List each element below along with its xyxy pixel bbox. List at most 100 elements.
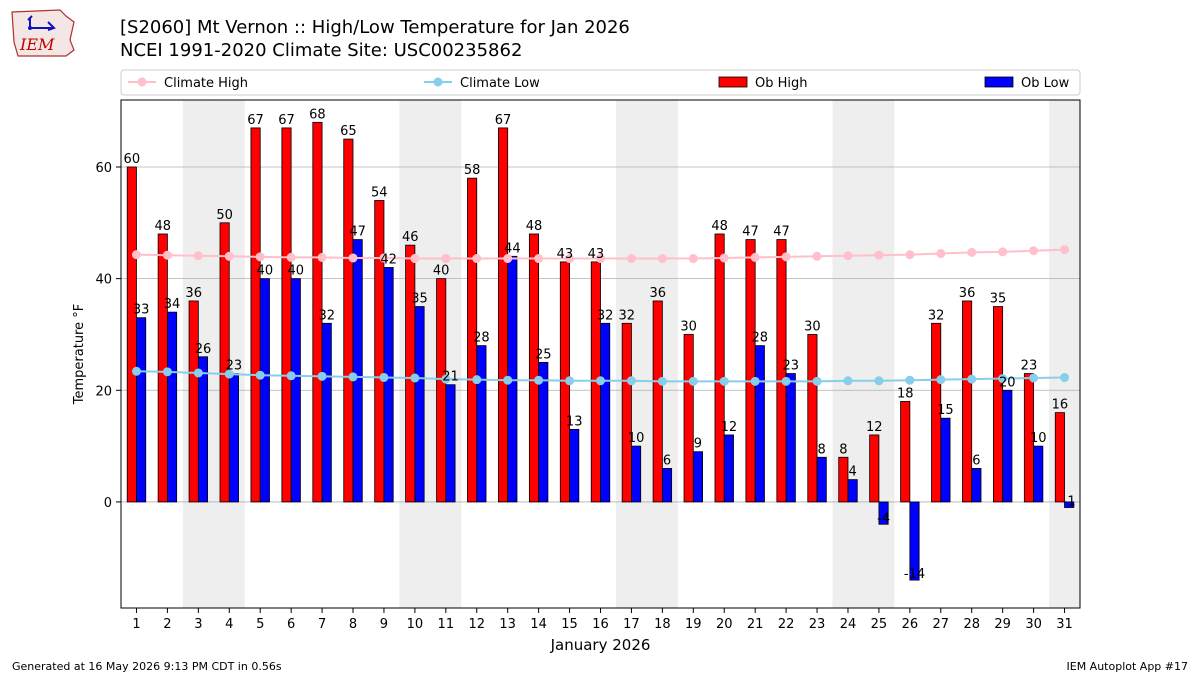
x-tick-label: 19 xyxy=(685,617,702,632)
ob-high-bar xyxy=(621,322,632,503)
ob-high-bar xyxy=(1023,373,1034,503)
ob-low-bar xyxy=(1064,501,1075,508)
climate-low-point xyxy=(998,374,1008,384)
ob-low-bar xyxy=(352,239,363,503)
ob-high-bar xyxy=(1054,412,1065,503)
x-tick-label: 10 xyxy=(407,617,424,632)
x-tick-label: 8 xyxy=(349,617,357,632)
ob-low-bar xyxy=(569,428,580,503)
climate-high-point xyxy=(596,254,605,264)
climate-high-point xyxy=(131,250,141,260)
x-tick-label: 13 xyxy=(499,617,516,632)
ob-high-bar xyxy=(652,300,663,503)
ob-low-bar xyxy=(878,501,889,525)
ob-low-bar-label: 23 xyxy=(226,359,243,374)
ob-low-bar xyxy=(940,417,951,503)
ob-low-bar-label: 9 xyxy=(694,437,702,452)
climate-low-point xyxy=(657,376,667,386)
legend-label: Ob Low xyxy=(1021,76,1070,91)
ob-low-bar xyxy=(723,434,734,503)
ob-low-bar-label: 35 xyxy=(411,292,428,307)
x-tick-label: 12 xyxy=(468,617,485,632)
ob-low-bar-label: 20 xyxy=(999,375,1016,390)
ob-low-bar-label: 4 xyxy=(848,465,856,480)
climate-low-point xyxy=(1029,373,1039,383)
ob-low-bar xyxy=(476,345,487,503)
ob-high-bar xyxy=(374,200,385,503)
climate-low-point xyxy=(967,374,977,384)
x-tick-label: 28 xyxy=(963,617,980,632)
climate-high-point xyxy=(379,253,389,263)
bars xyxy=(126,121,1075,581)
climate-high-point xyxy=(472,254,482,264)
ob-low-bar xyxy=(167,311,178,503)
shaded-day-24 xyxy=(832,100,864,608)
climate-low-point xyxy=(843,376,853,386)
climate-high-point xyxy=(657,254,667,264)
ob-low-bar-label: 8 xyxy=(818,442,826,457)
y-tick-label: 20 xyxy=(95,384,112,399)
legend-swatch-bar xyxy=(984,76,1014,88)
climate-high-point xyxy=(719,253,729,263)
ob-low-bar-label: 10 xyxy=(1030,431,1047,446)
ob-low-bar-label: 23 xyxy=(782,359,799,374)
ob-low-bar xyxy=(754,345,765,503)
ob-high-bar-label: 58 xyxy=(464,163,481,178)
ob-high-bar xyxy=(498,127,509,503)
ob-high-bar-label: 48 xyxy=(526,219,543,234)
ob-high-bar xyxy=(869,434,880,503)
x-tick-label: 21 xyxy=(747,617,764,632)
ob-low-bar-label: 42 xyxy=(380,252,397,267)
y-axis-label: Temperature °F xyxy=(72,304,87,405)
climate-high-point xyxy=(534,254,544,264)
climate-lines xyxy=(131,245,1070,386)
ob-low-bar-label: -14 xyxy=(904,567,925,582)
ob-high-bar-label: 67 xyxy=(495,113,512,128)
ob-high-bar xyxy=(188,300,199,503)
climate-high-point xyxy=(1029,246,1039,256)
climate-high-point xyxy=(936,249,946,259)
x-tick-label: 11 xyxy=(438,617,455,632)
climate-high-point xyxy=(874,250,884,260)
ob-high-bar xyxy=(745,239,756,503)
climate-high-point xyxy=(781,252,791,262)
x-tick-label: 5 xyxy=(256,617,264,632)
climate-high-point xyxy=(565,254,575,264)
ob-low-bar xyxy=(971,468,982,503)
x-tick-label: 7 xyxy=(318,617,326,632)
ob-high-bar xyxy=(219,222,230,503)
ob-high-bar xyxy=(992,306,1004,503)
legend: Climate High Climate Low Ob High Ob Low xyxy=(120,69,1081,96)
x-tick-label: 20 xyxy=(716,617,733,632)
legend-label: Climate High xyxy=(164,76,248,91)
ob-high-bar xyxy=(126,166,137,503)
climate-high-point xyxy=(998,247,1008,257)
x-tick-label: 16 xyxy=(592,617,609,632)
ob-low-bar-label: 44 xyxy=(504,241,521,256)
ob-high-bar-label: 36 xyxy=(959,286,976,301)
climate-high-point xyxy=(503,254,513,264)
ob-low-bar-label: 12 xyxy=(721,420,738,435)
ob-high-bar-label: 46 xyxy=(402,230,419,245)
ob-low-bar xyxy=(600,322,611,503)
ob-low-bar-label: -4 xyxy=(877,511,890,526)
ob-low-bar xyxy=(1033,445,1044,503)
ob-low-bar xyxy=(414,306,425,503)
ob-low-bar xyxy=(847,479,858,503)
ob-high-bar-label: 18 xyxy=(897,386,914,401)
ob-high-bar xyxy=(931,322,942,503)
climate-high-point xyxy=(348,253,358,263)
x-tick-label: 4 xyxy=(225,617,233,632)
shaded-day-31 xyxy=(1049,100,1080,608)
ob-high-bar xyxy=(962,300,973,503)
climate-high-point xyxy=(255,252,265,262)
ob-high-bar-label: 54 xyxy=(371,185,388,200)
y-tick-label: 60 xyxy=(95,161,112,176)
ob-high-bar-label: 48 xyxy=(711,219,728,234)
climate-high-point xyxy=(750,252,760,262)
legend-swatch-marker xyxy=(137,77,147,87)
ob-low-bar xyxy=(136,317,147,503)
ob-high-bar-label: 47 xyxy=(773,225,790,240)
climate-low-point xyxy=(936,375,946,385)
